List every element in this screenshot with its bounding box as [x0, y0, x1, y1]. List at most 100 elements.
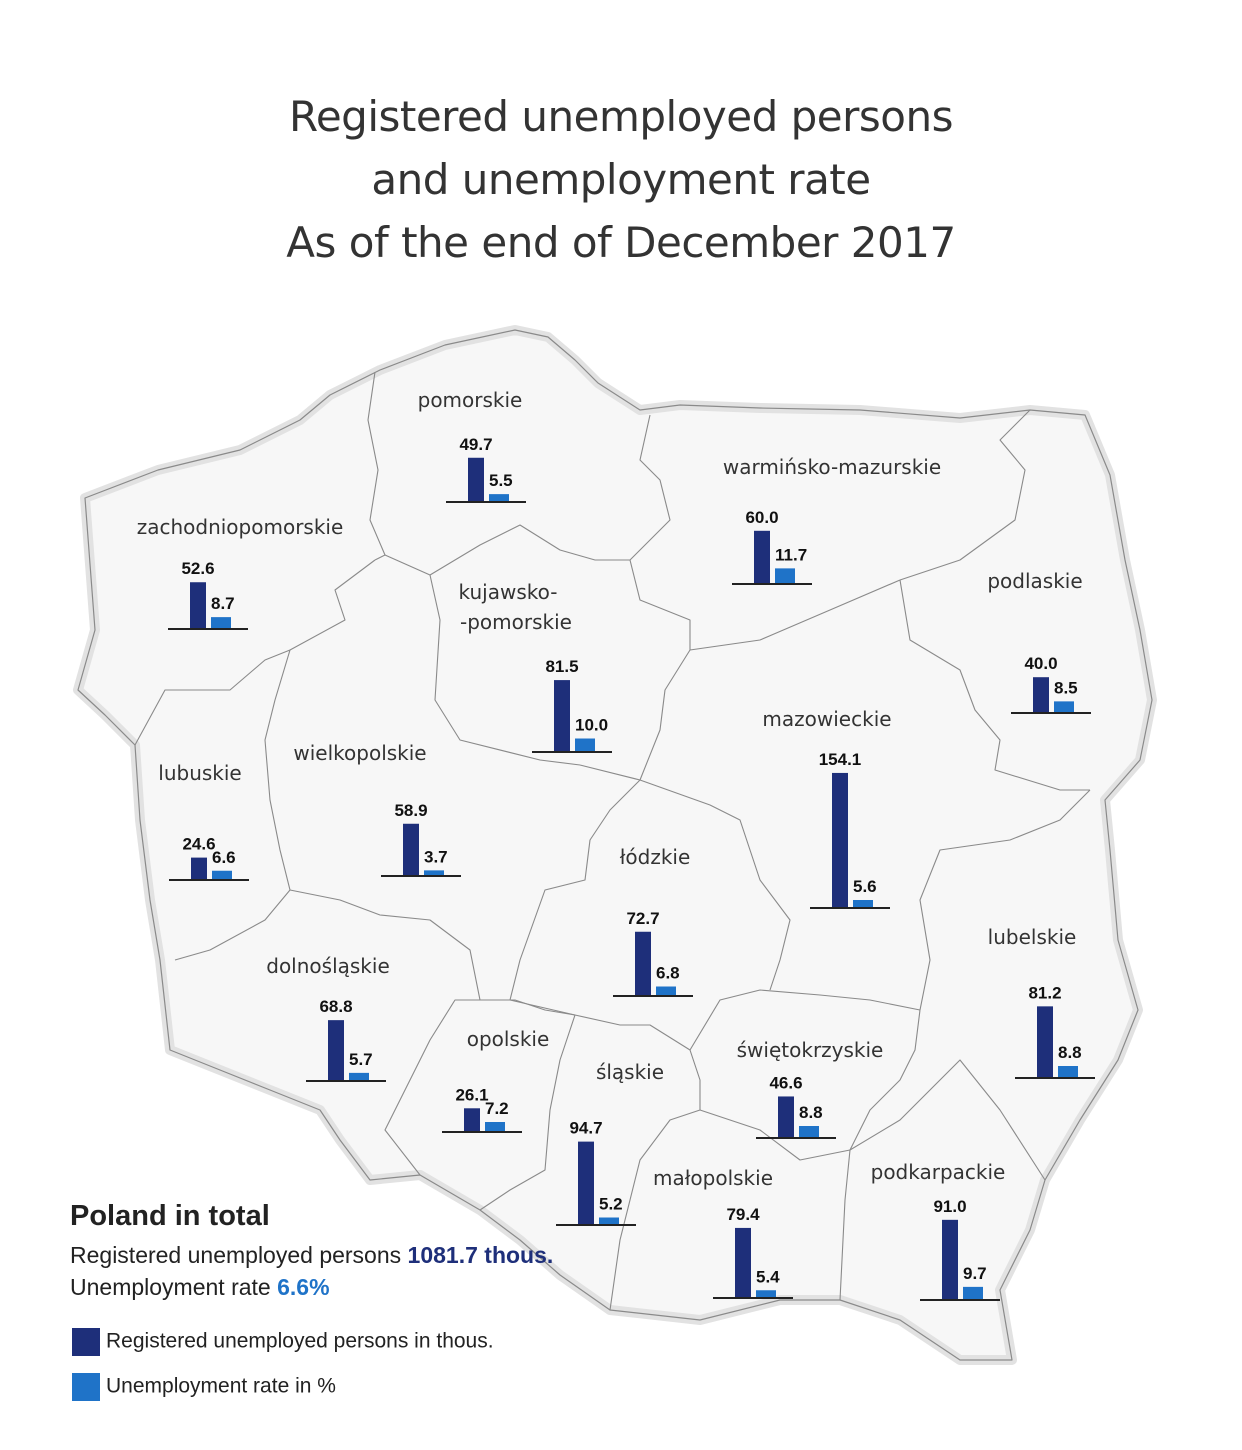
- region-3: zachodniopomorskie 52.6 8.7: [137, 515, 344, 630]
- value-label-persons: 58.9: [394, 801, 427, 820]
- bar-rate: [1054, 701, 1074, 712]
- region-16: podkarpackie 91.0 9.7: [871, 1160, 1006, 1301]
- value-label-persons: 49.7: [459, 435, 492, 454]
- bar-rate: [575, 738, 595, 751]
- region-7: lubuskie 24.66.6: [158, 761, 249, 881]
- bar-rate: [963, 1286, 983, 1299]
- region-name-label: łódzkie: [620, 845, 691, 869]
- value-label-persons: 60.0: [745, 508, 778, 527]
- chart-marks: pomorskie 49.7 5.5 warmińsko-mazurskie 60.0 1…: [137, 388, 1095, 1301]
- border-kujawsko-mazowieckie: [579, 649, 691, 781]
- border-swietokrzyskie-malopolskie: [699, 1109, 851, 1161]
- region-4: kujawsko- -pomorskie 81.5 10.0: [459, 580, 612, 753]
- value-label-persons: 24.6: [182, 835, 215, 854]
- legend-item-rate: Unemployment rate in %: [72, 1373, 336, 1401]
- bar-rate: [756, 1290, 776, 1297]
- summary-rate-label: Unemployment rate: [70, 1274, 278, 1300]
- border-lodzkie-swietokrzyskie: [689, 989, 921, 1051]
- border-lodzkie-slaskie: [509, 999, 691, 1051]
- region-name-label: lubelskie: [988, 925, 1077, 949]
- value-label-persons: 40.0: [1024, 654, 1057, 673]
- value-label-rate: 5.5: [489, 471, 513, 490]
- bar-rate: [424, 870, 444, 875]
- title-line-2: and unemployment rate: [371, 155, 871, 204]
- border-lodzkie-mazowieckie: [639, 779, 791, 991]
- region-name-label-2: -pomorskie: [460, 610, 572, 634]
- border-lubuskie-wielkopolskie: [174, 649, 291, 961]
- value-label-rate: 11.7: [775, 545, 807, 564]
- value-label-rate: 3.7: [424, 847, 448, 866]
- legend-label-persons: Registered unemployed persons in thous.: [106, 1329, 494, 1353]
- bar-rate: [775, 568, 795, 583]
- border-podlaskie-mazowieckie: [899, 579, 1090, 791]
- bar-persons: [464, 1108, 480, 1131]
- region-name-label: podkarpackie: [871, 1160, 1006, 1184]
- summary-persons-row: Registered unemployed persons 1081.7 tho…: [70, 1239, 553, 1271]
- bar-rate: [853, 900, 873, 907]
- value-label-persons: 94.7: [569, 1119, 602, 1138]
- region-name-label: podlaskie: [987, 569, 1082, 593]
- border-podkarpackie-malopolskie: [839, 1149, 851, 1301]
- value-label-rate: 5.7: [349, 1050, 373, 1069]
- bar-rate: [349, 1072, 369, 1080]
- value-label-persons: 79.4: [726, 1205, 760, 1224]
- border-mazowieckie-lubelskie: [919, 789, 1091, 1011]
- region-14: świętokrzyskie 46.6 8.8: [737, 1038, 883, 1139]
- country-border: [77, 329, 1153, 1361]
- title-line-1: Registered unemployed persons: [289, 92, 953, 141]
- legend-swatch-rate: [72, 1373, 100, 1401]
- bar-persons: [754, 530, 770, 583]
- border-dolnoslaskie-opolskie: [384, 999, 480, 1176]
- region-name-label: zachodniopomorskie: [137, 515, 344, 539]
- value-label-rate: 8.5: [1054, 678, 1078, 697]
- region-13: śląskie 94.7 5.2: [556, 1060, 664, 1226]
- bar-rate: [1058, 1066, 1078, 1077]
- region-9: łódzkie 72.7 6.8: [613, 845, 693, 997]
- bar-persons: [1037, 1006, 1053, 1077]
- bar-rate: [485, 1122, 505, 1131]
- region-name-label: warmińsko-mazurskie: [723, 455, 941, 479]
- value-label-persons: 68.8: [319, 997, 352, 1016]
- bar-persons: [832, 772, 848, 907]
- region-borders: [134, 371, 1091, 1311]
- bar-persons: [635, 931, 651, 995]
- value-label-persons: 154.1: [819, 750, 862, 769]
- region-name-label: dolnośląskie: [266, 954, 390, 978]
- legend-item-persons: Registered unemployed persons in thous.: [72, 1328, 494, 1356]
- value-label-rate: 8.7: [211, 594, 235, 613]
- bar-rate: [799, 1126, 819, 1137]
- value-label-rate: 6.6: [212, 848, 236, 867]
- region-name-label: mazowieckie: [762, 707, 891, 731]
- value-label-rate: 5.2: [599, 1195, 623, 1214]
- bar-rate: [212, 870, 232, 879]
- bar-persons: [942, 1219, 958, 1299]
- region-name-label: opolskie: [467, 1027, 550, 1051]
- border-warminsko-podlaskie: [899, 409, 1031, 581]
- value-label-persons: 26.1: [455, 1085, 488, 1104]
- value-label-rate: 9.7: [963, 1264, 987, 1283]
- value-label-rate: 6.8: [656, 964, 680, 983]
- summary-rate-row: Unemployment rate 6.6%: [70, 1271, 553, 1303]
- value-label-rate: 5.4: [756, 1267, 780, 1286]
- bar-rate: [656, 986, 676, 995]
- bar-persons: [468, 457, 484, 501]
- bar-persons: [735, 1227, 751, 1297]
- region-10: lubelskie 81.2 8.8: [988, 925, 1095, 1079]
- summary-heading: Poland in total: [70, 1200, 270, 1232]
- poland-total-summary: Poland in total Registered unemployed pe…: [70, 1200, 553, 1303]
- bar-persons: [328, 1020, 344, 1080]
- region-15: małopolskie 79.4 5.4: [653, 1166, 793, 1299]
- bar-rate: [599, 1217, 619, 1224]
- border-slaskie-malopolskie: [609, 1049, 701, 1311]
- border-pomorskie-zachodniopomorskie: [367, 371, 386, 561]
- value-label-rate: 5.6: [853, 877, 877, 896]
- region-6: mazowieckie 154.1 5.6: [762, 707, 892, 909]
- region-5: podlaskie 40.0 8.5: [987, 569, 1091, 714]
- bar-persons: [191, 857, 207, 879]
- value-label-rate: 10.0: [575, 716, 608, 735]
- border-swietokrzyskie-lubelskie: [849, 1009, 921, 1151]
- legend-label-rate: Unemployment rate in %: [106, 1374, 336, 1398]
- bar-rate: [489, 494, 509, 501]
- border-pomorskie-warminsko: [629, 414, 671, 561]
- region-12: opolskie 26.17.2: [442, 1027, 550, 1133]
